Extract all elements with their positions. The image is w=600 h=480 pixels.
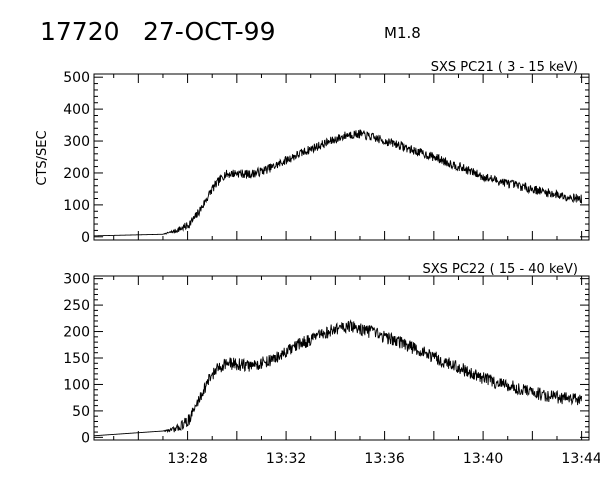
y-tick-label: 400 [63, 102, 90, 118]
y-tick-label: 300 [63, 272, 90, 288]
y-tick-label: 200 [63, 166, 90, 182]
y-tick-label: 200 [63, 325, 90, 341]
y-tick-label: 50 [72, 404, 90, 420]
top-panel: SXS PC21 ( 3 - 15 keV) CTS/SEC 0 100 200 30… [35, 60, 590, 246]
y-tick-label: 100 [63, 198, 90, 214]
event-id: 17720 [40, 17, 120, 46]
y-tick-label: 100 [63, 377, 90, 393]
top-panel-ticks: 0 100 200 300 400 500 [63, 70, 589, 246]
x-tick-label: 13:36 [364, 451, 404, 467]
y-tick-label: 0 [81, 430, 90, 446]
x-tick-label: 13:28 [167, 451, 207, 467]
top-panel-title: SXS PC21 ( 3 - 15 keV) [431, 60, 578, 75]
bottom-panel-title: SXS PC22 ( 15 - 40 keV) [422, 262, 578, 277]
top-panel-frame [93, 73, 590, 241]
event-date: 27-OCT-99 [143, 17, 275, 46]
bottom-panel: SXS PC22 ( 15 - 40 keV) 0 50 100 150 200 250 3… [63, 262, 600, 467]
bottom-panel-frame [93, 275, 590, 441]
y-tick-label: 250 [63, 298, 90, 314]
y-tick-label: 150 [63, 351, 90, 367]
bottom-panel-series-line [93, 319, 583, 437]
flare-class: M1.8 [384, 24, 421, 42]
top-panel-ylabel: CTS/SEC [35, 130, 50, 185]
x-tick-label: 13:44 [561, 451, 600, 467]
x-tick-label: 13:32 [266, 451, 306, 467]
y-tick-label: 300 [63, 134, 90, 150]
y-tick-label: 0 [81, 230, 90, 246]
y-tick-label: 500 [63, 70, 90, 86]
top-panel-series-line [93, 129, 583, 237]
bottom-panel-ticks: 0 50 100 150 200 250 300 13:28 13:32 13:36 13:40 13… [63, 272, 600, 467]
x-tick-label: 13:40 [463, 451, 503, 467]
